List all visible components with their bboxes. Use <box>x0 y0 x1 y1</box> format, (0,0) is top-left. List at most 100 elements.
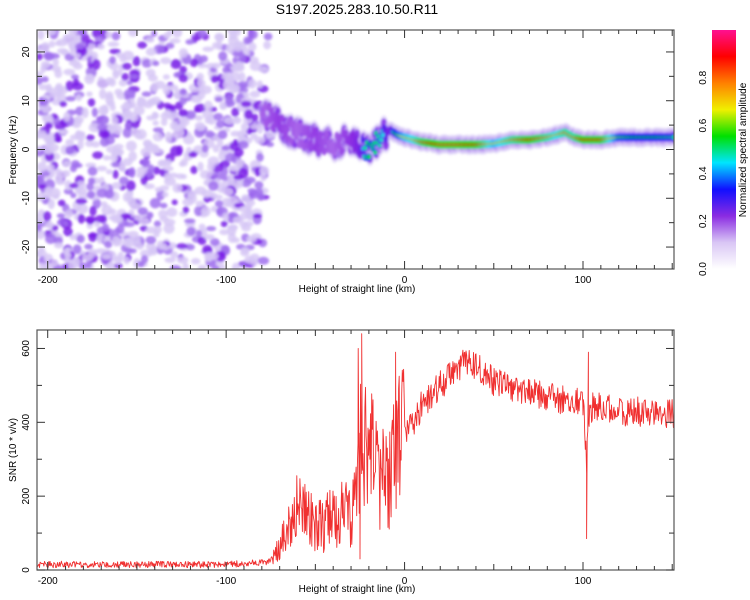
spectrogram-noise-blob <box>37 213 43 224</box>
spectrogram-noise-blob <box>193 106 201 113</box>
spectrogram-noise-blob <box>63 227 73 237</box>
spectrogram-noise-blob <box>71 82 84 91</box>
spectrogram-noise-blob <box>105 169 113 175</box>
spectrogram-noise-blob <box>178 122 187 130</box>
spectrogram-noise-blob <box>41 76 49 83</box>
spectrogram-noise-blob <box>158 209 168 219</box>
spectrogram-noise-blob <box>72 244 82 255</box>
spectrogram-noise-blob <box>43 144 55 155</box>
spectrogram-noise-blob <box>64 179 72 191</box>
spectrogram-noise-blob <box>122 192 129 202</box>
spectrogram-noise-blob <box>144 183 155 190</box>
spectrogram-noise-blob <box>37 76 43 85</box>
ridge-mid <box>318 130 324 139</box>
spectrogram-noise-blob <box>164 257 176 264</box>
spectrogram-noise-blob <box>108 132 117 139</box>
spectrogram-ytick-label: 0 <box>21 146 32 152</box>
spectrogram-noise-blob <box>58 129 69 135</box>
spectrogram-noise-blob <box>168 84 179 91</box>
snr-frame <box>36 329 675 571</box>
spectrogram-noise-blob <box>44 186 54 194</box>
spectrogram-noise-blob <box>69 182 79 189</box>
spectrogram-noise-blob <box>246 235 257 243</box>
spectrogram-noise-blob <box>259 166 270 176</box>
spectrogram-noise-blob <box>76 234 85 244</box>
spectrogram-noise-blob <box>77 213 86 224</box>
spectrogram-noise-blob <box>214 32 225 43</box>
spectrogram-noise-blob <box>65 80 74 92</box>
spectrogram-noise-blob <box>166 30 173 36</box>
spectrogram-noise-blob <box>263 40 272 50</box>
spectrogram-noise-blob <box>170 145 182 157</box>
spectrogram-noise-blob <box>242 92 250 98</box>
spectrogram-noise-blob <box>104 240 113 249</box>
spectrogram-noise-blob <box>220 220 228 228</box>
spectrogram-noise-blob <box>152 60 160 67</box>
spectrogram-noise-blob <box>240 100 252 108</box>
spectrogram-noise-blob <box>249 189 259 200</box>
spectrogram-noise-blob <box>37 30 45 41</box>
spectrogram-noise-blob <box>91 141 101 148</box>
spectrogram-noise-blob <box>125 180 136 192</box>
spectrogram-noise-blob <box>152 127 164 133</box>
snr-xtick-label: 100 <box>575 576 592 587</box>
spectrogram-image <box>37 30 674 269</box>
ridge-core <box>373 150 378 155</box>
snr-line <box>37 333 674 569</box>
spectrogram-noise-blob <box>188 151 197 158</box>
spectrogram-noise-blob <box>154 187 163 193</box>
spectrogram-noise-blob <box>137 97 146 106</box>
spectrogram-noise-blob <box>167 104 177 111</box>
spectrogram-noise-blob <box>118 79 127 87</box>
spectrogram-noise-blob <box>106 124 118 133</box>
snr-ytick-label: 600 <box>21 340 32 357</box>
spectrogram-noise-blob <box>227 173 235 184</box>
spectrogram-noise-blob <box>37 192 47 202</box>
spectrogram-noise-blob <box>39 98 49 107</box>
spectrogram-noise-blob <box>117 251 125 262</box>
spectrogram-noise-blob <box>122 62 132 70</box>
spectrogram-noise-blob <box>111 161 121 168</box>
spectrogram-noise-blob <box>88 232 97 243</box>
spectrogram-noise-blob <box>251 113 259 122</box>
spectrogram-noise-blob <box>92 151 104 159</box>
spectrogram-noise-blob <box>68 59 81 67</box>
ridge-mid <box>306 130 312 139</box>
spectrogram-noise-blob <box>163 165 174 172</box>
spectrogram-noise-blob <box>137 261 145 268</box>
spectrogram-noise-blob <box>194 115 203 121</box>
spectrogram-noise-blob <box>149 197 161 209</box>
spectrogram-noise-blob <box>84 243 93 250</box>
spectrogram-noise-blob <box>244 109 254 120</box>
spectrogram-noise-blob <box>183 218 196 224</box>
spectrogram-noise-blob <box>96 165 108 172</box>
spectrogram-noise-blob <box>222 212 229 221</box>
spectrogram-noise-blob <box>38 84 49 91</box>
spectrogram-noise-blob <box>86 182 94 191</box>
spectrogram-noise-blob <box>70 74 80 80</box>
spectrogram-noise-blob <box>223 117 235 125</box>
spectrogram-noise-blob <box>146 211 154 219</box>
spectrogram-noise-blob <box>111 182 122 190</box>
spectrogram-noise-blob <box>37 161 47 173</box>
spectrogram-noise-blob <box>221 145 230 151</box>
spectrogram-noise-blob <box>75 198 88 205</box>
spectrogram-noise-blob <box>87 166 98 176</box>
spectrogram-noise-blob <box>124 121 132 131</box>
snr-xtick-label: 0 <box>402 576 408 587</box>
spectrogram-noise-blob <box>257 256 270 265</box>
spectrogram-noise-blob <box>91 107 98 118</box>
ridge-mid <box>383 134 389 143</box>
spectrogram-noise-blob <box>141 91 152 97</box>
spectrogram-noise-blob <box>215 250 226 262</box>
colorbar-bar <box>712 30 736 269</box>
snr-ytick-label: 200 <box>21 487 32 504</box>
spectrogram-noise-blob <box>37 46 43 53</box>
spectrogram-noise-blob <box>180 174 187 180</box>
spectrogram-noise-blob <box>45 30 57 36</box>
snr-line-layer <box>37 333 674 569</box>
spectrogram-noise-blob <box>170 251 179 259</box>
spectrogram-noise-blob <box>75 53 82 59</box>
ridge-mid <box>304 124 310 133</box>
